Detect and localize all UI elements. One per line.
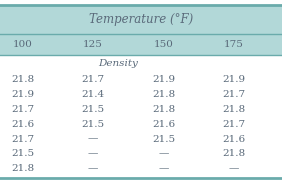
Text: 21.6: 21.6 bbox=[222, 134, 246, 144]
Text: —: — bbox=[88, 164, 98, 173]
Text: 21.5: 21.5 bbox=[81, 105, 105, 114]
Text: 21.7: 21.7 bbox=[11, 105, 34, 114]
Text: Density: Density bbox=[98, 59, 138, 68]
Text: 21.8: 21.8 bbox=[222, 149, 246, 159]
Text: —: — bbox=[229, 164, 239, 173]
Text: 21.8: 21.8 bbox=[152, 90, 175, 99]
Text: —: — bbox=[158, 164, 169, 173]
Text: 21.7: 21.7 bbox=[81, 75, 105, 84]
Text: 21.8: 21.8 bbox=[152, 105, 175, 114]
Text: 21.8: 21.8 bbox=[222, 105, 246, 114]
Text: 150: 150 bbox=[154, 40, 173, 49]
Text: 21.6: 21.6 bbox=[152, 120, 175, 129]
Text: 21.7: 21.7 bbox=[222, 90, 246, 99]
Text: 21.9: 21.9 bbox=[152, 75, 175, 84]
Text: 100: 100 bbox=[13, 40, 32, 49]
Text: —: — bbox=[158, 149, 169, 159]
Text: 21.9: 21.9 bbox=[222, 75, 246, 84]
Text: Temperature (°F): Temperature (°F) bbox=[89, 13, 193, 26]
FancyBboxPatch shape bbox=[0, 5, 282, 34]
Text: —: — bbox=[88, 134, 98, 144]
Text: —: — bbox=[88, 149, 98, 159]
Text: 21.8: 21.8 bbox=[11, 75, 34, 84]
Text: 21.8: 21.8 bbox=[11, 164, 34, 173]
Text: 21.5: 21.5 bbox=[11, 149, 34, 159]
Text: 125: 125 bbox=[83, 40, 103, 49]
Text: 21.5: 21.5 bbox=[152, 134, 175, 144]
Text: 21.7: 21.7 bbox=[11, 134, 34, 144]
Text: 21.9: 21.9 bbox=[11, 90, 34, 99]
Text: 21.6: 21.6 bbox=[11, 120, 34, 129]
FancyBboxPatch shape bbox=[0, 34, 282, 55]
Text: 21.4: 21.4 bbox=[81, 90, 105, 99]
Text: 21.5: 21.5 bbox=[81, 120, 105, 129]
Text: 175: 175 bbox=[224, 40, 244, 49]
Text: 21.7: 21.7 bbox=[222, 120, 246, 129]
